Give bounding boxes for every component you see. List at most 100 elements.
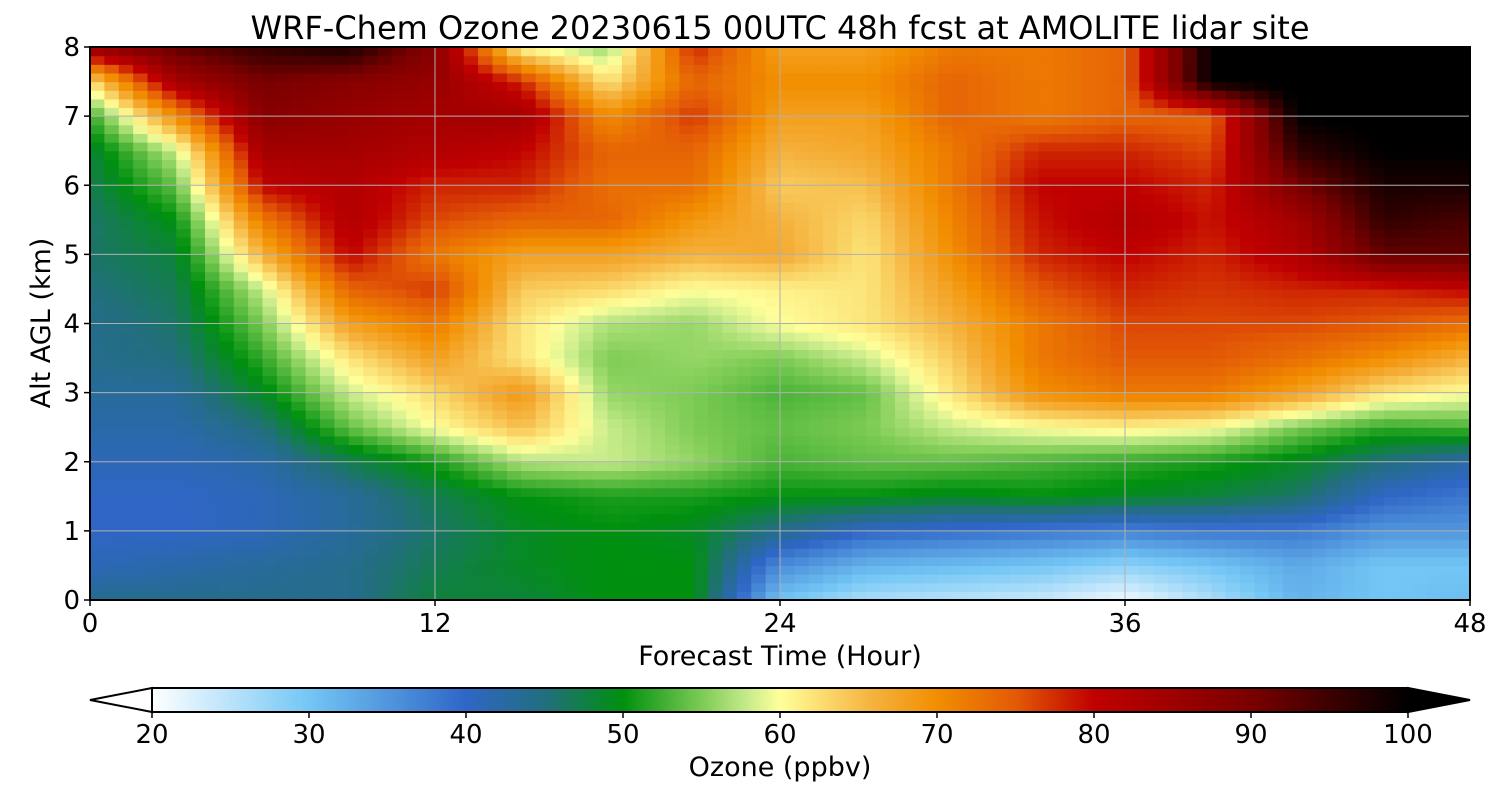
heatmap-cell xyxy=(104,245,120,255)
heatmap-cell xyxy=(248,202,264,212)
heatmap-cell xyxy=(478,288,494,299)
heatmap-cell xyxy=(391,513,407,523)
heatmap-cell xyxy=(1283,176,1299,186)
heatmap-cell xyxy=(391,409,407,420)
heatmap-cell xyxy=(966,574,982,584)
heatmap-cell xyxy=(981,297,997,307)
heatmap-cell xyxy=(679,444,695,454)
heatmap-cell xyxy=(564,323,580,333)
heatmap-cell xyxy=(1426,340,1442,351)
heatmap-cell xyxy=(104,358,120,368)
heatmap-cell xyxy=(880,150,896,160)
heatmap-cell xyxy=(1369,219,1385,230)
heatmap-cell xyxy=(1254,461,1270,471)
heatmap-cell xyxy=(1297,176,1313,186)
heatmap-cell xyxy=(219,548,235,558)
heatmap-cell xyxy=(406,435,422,446)
heatmap-cell xyxy=(406,228,422,238)
heatmap-cell xyxy=(851,288,867,299)
heatmap-cell xyxy=(492,263,508,273)
heatmap-cell xyxy=(118,487,134,497)
heatmap-cell xyxy=(578,548,594,558)
heatmap-cell xyxy=(679,340,695,351)
heatmap-cell xyxy=(837,219,853,230)
heatmap-cell xyxy=(363,366,379,376)
heatmap-cell xyxy=(535,409,551,420)
heatmap-cell xyxy=(1340,556,1356,567)
heatmap-cell xyxy=(736,479,752,489)
heatmap-cell xyxy=(420,435,436,446)
heatmap-cell xyxy=(1340,297,1356,307)
heatmap-cell xyxy=(233,574,249,584)
heatmap-cell xyxy=(650,358,666,368)
heatmap-cell xyxy=(593,539,609,549)
heatmap-cell xyxy=(736,444,752,454)
heatmap-cell xyxy=(780,314,795,325)
heatmap-cell xyxy=(550,263,565,273)
heatmap-cell xyxy=(90,349,105,359)
heatmap-cell xyxy=(492,288,508,299)
heatmap-cell xyxy=(794,401,810,411)
heatmap-cell xyxy=(1225,297,1241,307)
heatmap-cell xyxy=(693,219,709,230)
heatmap-cell xyxy=(1153,237,1169,247)
heatmap-cell xyxy=(765,271,781,281)
heatmap-cell xyxy=(248,383,264,394)
heatmap-cell xyxy=(1010,358,1025,368)
heatmap-cell xyxy=(1153,530,1169,541)
heatmap-cell xyxy=(1010,271,1025,281)
heatmap-cell xyxy=(1125,401,1140,411)
heatmap-cell xyxy=(1168,176,1184,186)
heatmap-cell xyxy=(118,479,134,489)
heatmap-cell xyxy=(1096,332,1112,342)
heatmap-cell xyxy=(449,504,465,515)
heatmap-cell xyxy=(1441,487,1457,497)
heatmap-cell xyxy=(751,185,767,195)
heatmap-cell xyxy=(1355,539,1370,549)
heatmap-cell xyxy=(564,565,580,575)
heatmap-cell xyxy=(636,202,652,212)
heatmap-cell xyxy=(550,159,565,169)
heatmap-cell xyxy=(1311,539,1327,549)
heatmap-cell xyxy=(564,427,580,437)
heatmap-cell xyxy=(133,556,149,567)
heatmap-cell xyxy=(1311,513,1327,523)
heatmap-cell xyxy=(219,228,235,238)
heatmap-cell xyxy=(104,496,120,506)
heatmap-cell xyxy=(104,375,120,385)
heatmap-cell xyxy=(851,513,867,523)
heatmap-cell xyxy=(938,522,954,532)
heatmap-cell xyxy=(233,332,249,342)
heatmap-cell xyxy=(1297,479,1313,489)
heatmap-cell xyxy=(1010,288,1025,299)
heatmap-cell xyxy=(794,150,810,160)
heatmap-cell xyxy=(1355,556,1370,567)
heatmap-cell xyxy=(866,159,882,169)
heatmap-cell xyxy=(506,245,522,255)
heatmap-cell xyxy=(320,340,335,351)
heatmap-cell xyxy=(1024,358,1040,368)
heatmap-cell xyxy=(1383,530,1399,541)
heatmap-cell xyxy=(233,185,249,195)
heatmap-cell xyxy=(449,332,465,342)
heatmap-cell xyxy=(1383,582,1399,592)
heatmap-cell xyxy=(966,418,982,428)
heatmap-cell xyxy=(679,297,695,307)
heatmap-cell xyxy=(1412,202,1428,212)
heatmap-cell xyxy=(636,574,652,584)
heatmap-cell xyxy=(1024,237,1040,247)
heatmap-cell xyxy=(205,522,220,532)
heatmap-cell xyxy=(1024,280,1040,290)
heatmap-cell xyxy=(406,513,422,523)
heatmap-cell xyxy=(621,461,637,471)
heatmap-cell xyxy=(851,254,867,264)
heatmap-cell xyxy=(147,496,163,506)
heatmap-cell xyxy=(1110,435,1126,446)
heatmap-cell xyxy=(722,280,738,290)
heatmap-cell xyxy=(363,349,379,359)
heatmap-cell xyxy=(1010,245,1025,255)
heatmap-cell xyxy=(1024,366,1040,376)
heatmap-cell xyxy=(665,254,680,264)
heatmap-cell xyxy=(435,513,450,523)
heatmap-cell xyxy=(147,280,163,290)
